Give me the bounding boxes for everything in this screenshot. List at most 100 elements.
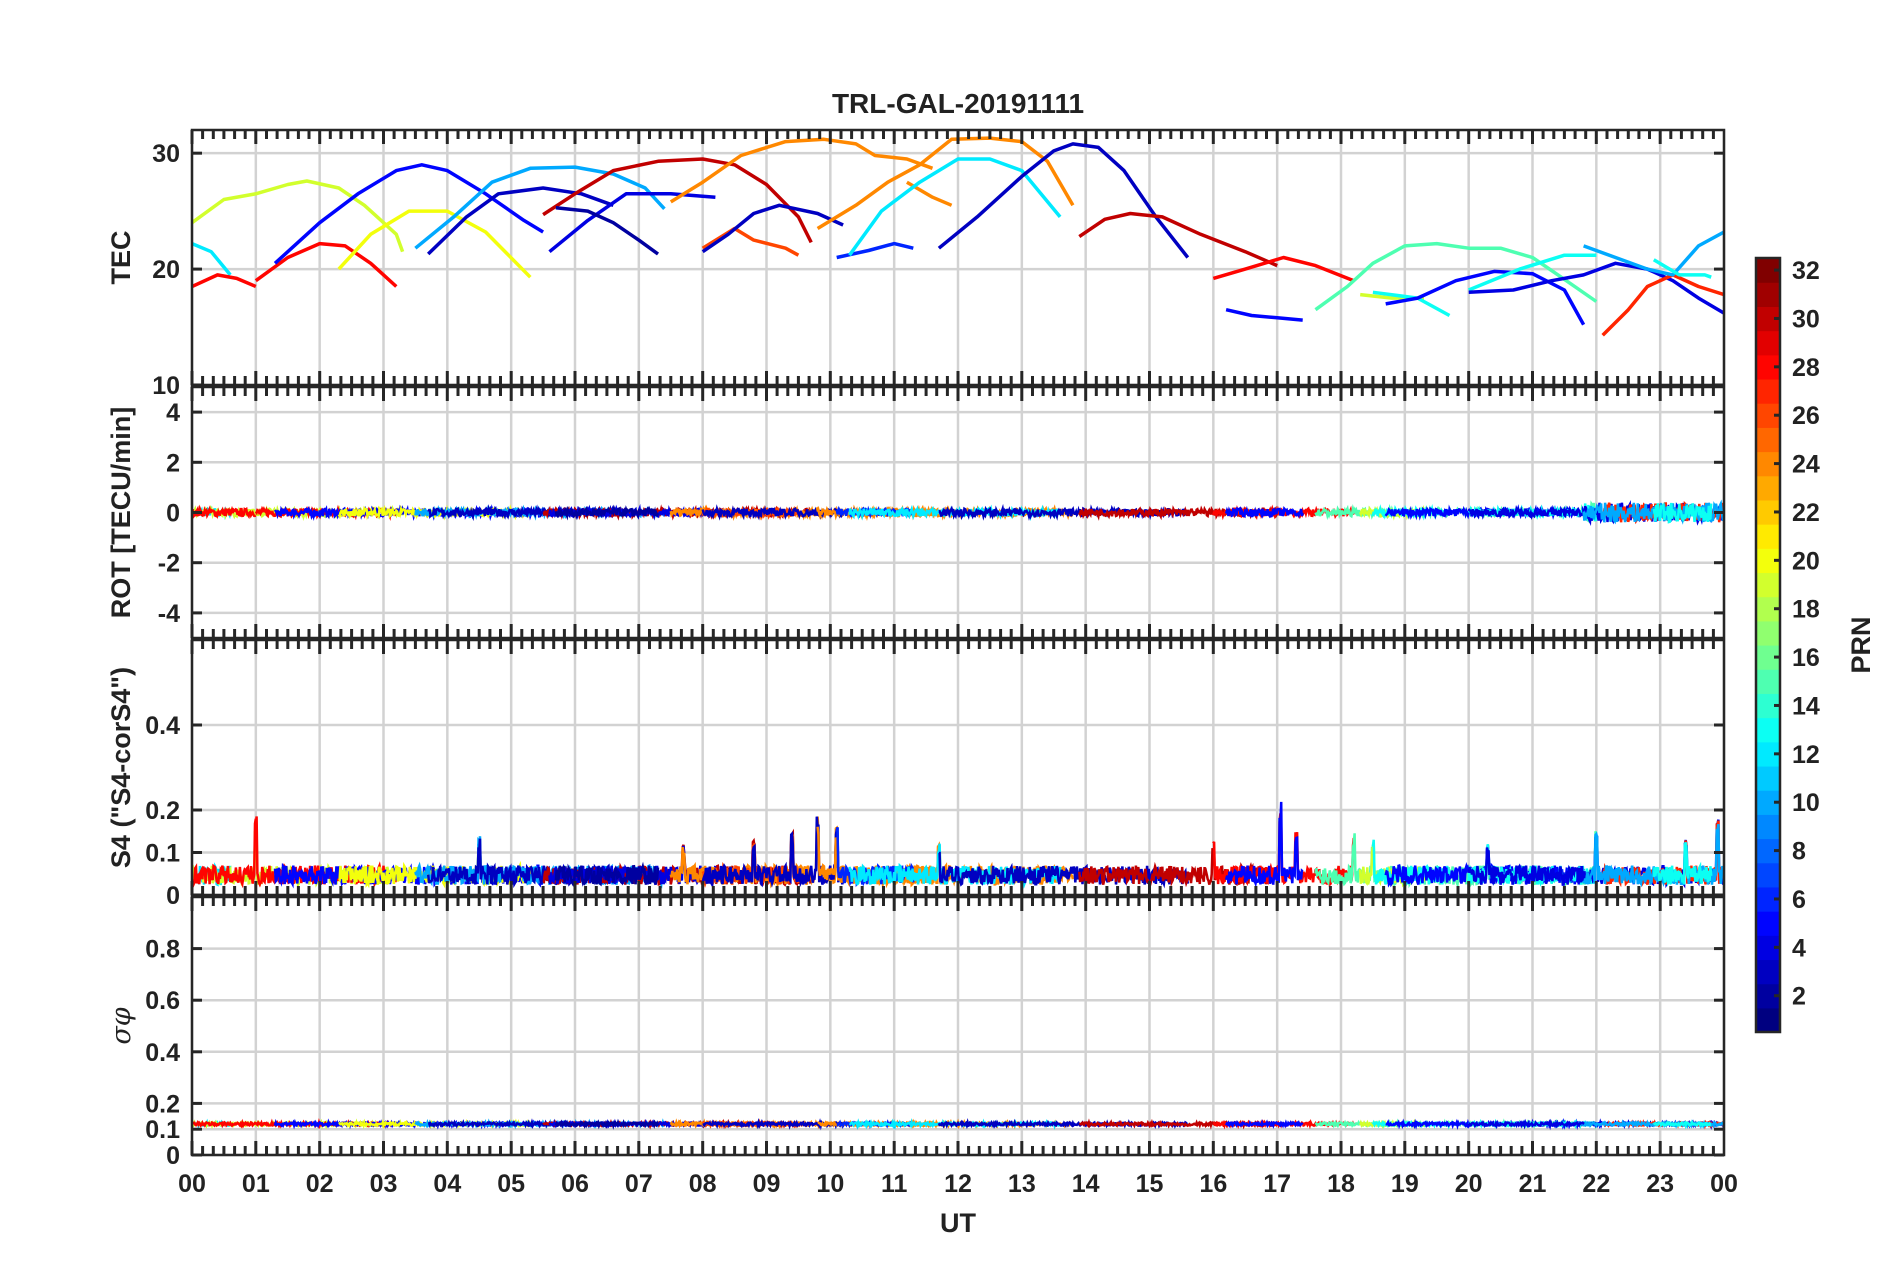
y-tick-label: 4: [166, 399, 180, 427]
colorbar-band: [1756, 620, 1780, 646]
s4-series-prn-28: [1212, 813, 1356, 888]
x-tick-label: 12: [944, 1170, 972, 1198]
y-axis-label-rot: ROT [TECU/min]: [106, 407, 136, 618]
colorbar-band: [1756, 765, 1780, 791]
tec-series-prn-12: [192, 241, 232, 277]
tec-series-prn-4: [548, 192, 716, 254]
panel-rot: -4 -2 0 2 4 ROT [TECU/min]: [106, 385, 1726, 640]
s4-series-prn-5: [1224, 801, 1304, 888]
colorbar-tick-label: 16: [1792, 644, 1820, 672]
y-axis-label-sigma_phi: σφ: [106, 1007, 137, 1044]
x-axis-label: UT: [940, 1208, 976, 1238]
y-tick-label: 0.4: [145, 712, 180, 740]
colorbar-label: PRN: [1846, 616, 1876, 673]
colorbar-tick-label: 20: [1792, 547, 1820, 575]
x-tick-label: 07: [625, 1170, 653, 1198]
colorbar-tick-label: 24: [1792, 451, 1820, 479]
plot-area: [192, 1117, 1724, 1131]
colorbar-tick-label: 12: [1792, 741, 1820, 769]
y-tick-label: 0.1: [145, 1116, 180, 1144]
x-tick-label: 14: [1072, 1170, 1100, 1198]
plot-area: [192, 499, 1724, 526]
tec-series-prn-6: [836, 241, 914, 260]
y-tick-label: 0.1: [145, 840, 180, 868]
tec-series-prn-30: [1078, 211, 1278, 268]
colorbar-tick-label: 32: [1792, 257, 1820, 285]
colorbar-tick-label: 10: [1792, 789, 1820, 817]
x-tick-label: 13: [1008, 1170, 1036, 1198]
x-tick-label: 02: [306, 1170, 334, 1198]
sigma_phi-series-prn-2: [554, 1118, 660, 1130]
x-tick-label: 10: [816, 1170, 844, 1198]
x-tick-label: 23: [1646, 1170, 1674, 1198]
tec-series-prn-24: [669, 137, 934, 204]
s4-series-prn-28: [192, 818, 258, 889]
colorbar-tick-label: 2: [1792, 983, 1806, 1011]
colorbar-tick-label: 30: [1792, 305, 1820, 333]
s4-series-prn-13: [1652, 842, 1713, 887]
x-tick-label: 04: [433, 1170, 461, 1198]
panel-tec: 10 20 30 TEC: [106, 128, 1726, 400]
x-tick-label: 00: [178, 1170, 206, 1198]
tec-series-prn-3: [426, 186, 614, 256]
y-tick-label: 0.8: [145, 936, 180, 964]
y-tick-label: 30: [152, 140, 180, 168]
y-tick-label: 0.6: [145, 987, 180, 1015]
x-tick-label: 20: [1455, 1170, 1483, 1198]
tec-series-prn-10: [1583, 230, 1724, 277]
y-tick-label: -2: [158, 550, 180, 578]
panel-s4: 0 0.1 0.2 0.4 S4 ("S4-corS4"): [106, 638, 1726, 910]
colorbar-band: [1756, 475, 1780, 501]
x-tick-label: 09: [753, 1170, 781, 1198]
tec-series-prn-28: [254, 241, 398, 288]
colorbar-band: [1756, 282, 1780, 307]
tec-series-prn-28: [1212, 255, 1355, 283]
y-tick-label: 0: [166, 1142, 180, 1170]
x-tick-label: 16: [1199, 1170, 1227, 1198]
plot-area: [192, 136, 1724, 337]
y-axis-label-tec: TEC: [106, 231, 136, 285]
colorbar-tick-label: 22: [1792, 499, 1820, 527]
rot-series-prn-13: [1467, 503, 1598, 522]
colorbar-band: [1756, 427, 1780, 453]
x-tick-label: 15: [1136, 1170, 1164, 1198]
tec-series-prn-13: [1468, 253, 1597, 292]
rot-series-prn-5: [1224, 505, 1304, 519]
x-tick-label: 19: [1391, 1170, 1419, 1198]
y-tick-label: 0.2: [145, 1090, 180, 1118]
chart-title: TRL-GAL-20191111: [832, 88, 1084, 119]
colorbar-band: [1756, 862, 1780, 888]
colorbar-band: [1756, 814, 1780, 840]
tec-series-prn-24: [816, 136, 1075, 230]
colorbar-band: [1756, 572, 1780, 598]
colorbar-tick-label: 26: [1792, 402, 1820, 430]
tec-series-prn-2: [555, 205, 660, 256]
tec-series-prn-5: [1385, 269, 1586, 326]
tec-series-prn-10: [414, 165, 666, 250]
y-tick-label: 0.4: [145, 1039, 180, 1067]
tec-series-prn-28: [192, 273, 257, 289]
sigma_phi-series-prn-13: [1652, 1119, 1712, 1130]
colorbar-frame: [1754, 256, 1782, 1034]
s4-series-prn-3: [701, 816, 845, 889]
x-tick-label: 08: [689, 1170, 717, 1198]
tec-series-prn-5: [1225, 307, 1303, 322]
tec-series-prn-27: [1601, 273, 1724, 337]
tec-series-prn-13: [1652, 258, 1712, 279]
tec-series-prn-20: [337, 209, 532, 279]
x-tick-label: 17: [1263, 1170, 1291, 1198]
y-tick-label: 0: [166, 500, 180, 528]
tec-series-prn-12: [848, 157, 1062, 257]
colorbar-band: [1756, 524, 1780, 549]
tec-series-prn-5: [273, 163, 545, 265]
tec-series-prn-26: [701, 226, 800, 257]
colorbar-tick-label: 28: [1792, 354, 1820, 382]
colorbar-band: [1756, 330, 1780, 356]
s4-series-prn-2: [554, 861, 660, 887]
rot-series-prn-2: [554, 504, 660, 521]
y-axis-label-s4: S4 ("S4-corS4"): [106, 667, 136, 868]
colorbar-band: [1756, 1007, 1780, 1033]
